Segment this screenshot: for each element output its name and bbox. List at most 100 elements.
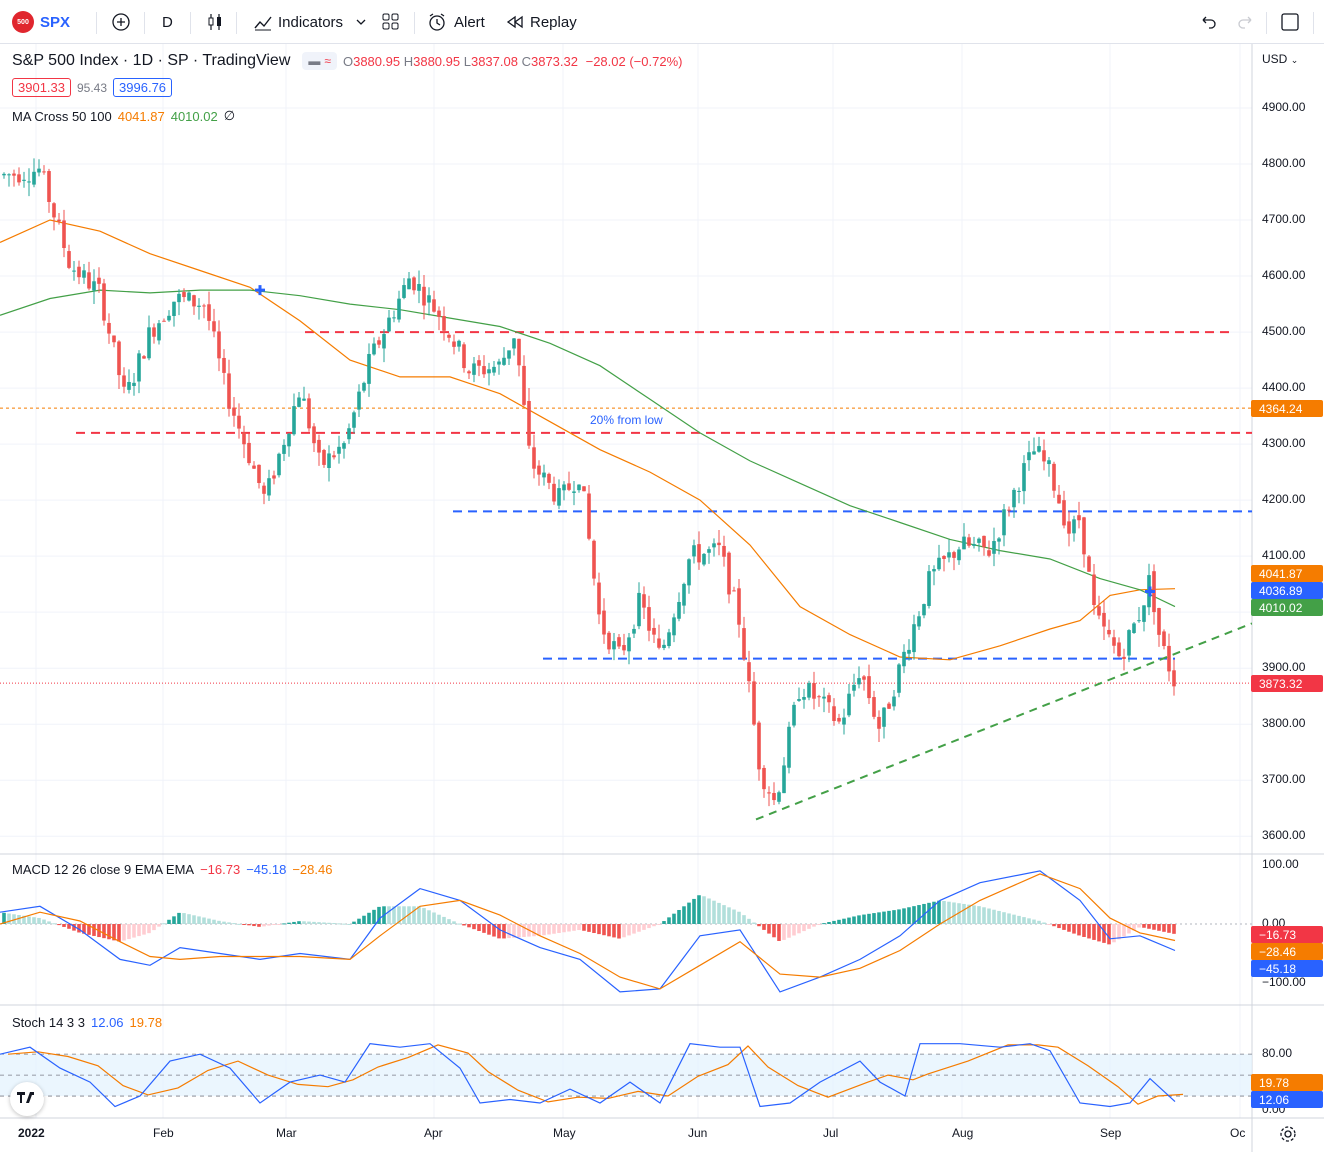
candle-body <box>987 550 991 556</box>
macd-histogram-bar <box>212 919 216 924</box>
symbol-search[interactable]: 500 SPX <box>12 8 70 36</box>
macd-histogram-bar <box>877 912 881 924</box>
macd-histogram-bar <box>542 924 546 936</box>
macd-histogram-bar <box>622 924 626 938</box>
price-chart[interactable]: 20% from low <box>0 44 1324 1152</box>
macd-histogram-bar <box>297 921 301 924</box>
candle-body <box>662 644 666 649</box>
undo-button[interactable] <box>1198 8 1218 36</box>
candle-body <box>272 475 276 479</box>
compare-button[interactable] <box>110 8 132 36</box>
macd-histogram-bar <box>592 924 596 933</box>
candle-body <box>842 717 846 725</box>
macd-histogram-bar <box>267 924 271 926</box>
candle-body <box>2 173 6 176</box>
macd-histogram-bar <box>977 906 981 924</box>
candle-body <box>487 369 491 374</box>
horizontal-lines[interactable] <box>0 331 1252 684</box>
candle-body <box>442 316 446 331</box>
macd-histogram-bar <box>1092 924 1096 940</box>
candle-body <box>492 366 496 373</box>
macd-histogram-bar <box>417 906 421 924</box>
macd-histogram-bar <box>72 924 76 931</box>
eye-icon[interactable]: ▬ <box>308 54 321 68</box>
macd-histogram-bar <box>392 906 396 924</box>
currency-selector[interactable]: USD ⌄ <box>1262 52 1299 66</box>
ask-price[interactable]: 3996.76 <box>113 78 173 97</box>
legend-controls[interactable]: ▬ ≈ <box>302 52 337 70</box>
candle-body <box>607 632 611 650</box>
candle-body <box>507 350 511 359</box>
alert-button[interactable]: Alert <box>426 8 485 36</box>
macd-histogram-bar <box>112 924 116 941</box>
fullscreen-button[interactable] <box>1280 8 1300 36</box>
symbol-description[interactable]: S&P 500 Index · 1D · SP · TradingView <box>12 52 291 69</box>
candle-body <box>867 676 871 699</box>
macd-histogram-bar <box>52 923 56 925</box>
candle-body <box>727 552 731 595</box>
ma-cross-legend[interactable]: MA Cross 50 100 4041.87 4010.02 ∅ <box>12 108 235 124</box>
candle-body <box>917 616 921 627</box>
candle-body <box>242 432 246 445</box>
trendline[interactable] <box>755 622 1252 821</box>
time-label: Sep <box>1100 1126 1122 1140</box>
wave-icon[interactable]: ≈ <box>324 54 331 68</box>
candle-body <box>847 693 851 716</box>
candle-body <box>522 365 526 405</box>
macd-histogram-bar <box>1152 924 1156 930</box>
macd-histogram-bar <box>747 918 751 924</box>
bid-price[interactable]: 3901.33 <box>12 78 71 97</box>
settings-button[interactable] <box>1278 1124 1298 1149</box>
tradingview-logo[interactable] <box>10 1082 44 1116</box>
candle-body <box>262 485 266 494</box>
chart-area[interactable]: 20% from low S&P 500 Index · 1D · SP · T… <box>0 44 1324 1152</box>
macd-histogram-bar <box>182 913 186 924</box>
candle-body <box>777 792 781 802</box>
price-tick-label: 4700.00 <box>1262 212 1306 227</box>
macd-histogram-bar <box>422 908 426 924</box>
layout-button[interactable] <box>380 8 402 36</box>
macd-histogram-bar <box>142 924 146 935</box>
macd-histogram-bar <box>577 924 581 931</box>
candle-body <box>682 583 686 606</box>
chart-type-button[interactable] <box>204 8 226 36</box>
macd-histogram-bar <box>67 924 71 929</box>
macd-pane[interactable] <box>0 870 1252 993</box>
macd-signal-line <box>0 873 1176 990</box>
candle-body <box>542 472 546 478</box>
candle-body <box>27 181 31 183</box>
candle-body <box>392 317 396 319</box>
candle-body <box>872 697 876 717</box>
candle-body <box>1052 463 1056 491</box>
candle-body <box>937 557 941 570</box>
interval-button[interactable]: D <box>162 13 173 31</box>
candle-body <box>1072 519 1076 534</box>
replay-button[interactable]: Replay <box>506 8 577 36</box>
macd-legend[interactable]: MACD 12 26 close 9 EMA EMA −16.73 −45.18… <box>12 862 332 877</box>
indicators-templates-dropdown[interactable] <box>354 8 368 36</box>
indicators-button[interactable]: Indicators <box>252 8 343 36</box>
fib-annotation[interactable]: 20% from low <box>590 413 663 427</box>
candle-body <box>1102 612 1106 627</box>
hidden-icon[interactable]: ∅ <box>223 108 236 123</box>
macd-histogram-bar <box>237 923 241 925</box>
candle-body <box>797 699 801 701</box>
macd-tick-label: −100.00 <box>1262 975 1306 989</box>
candle-body <box>182 292 186 298</box>
redo-button[interactable] <box>1236 8 1256 36</box>
macd-histogram-bar <box>667 917 671 924</box>
macd-histogram-bar <box>702 896 706 924</box>
macd-histogram-bar <box>442 916 446 924</box>
macd-histogram-bar <box>957 903 961 924</box>
macd-histogram-bar <box>217 920 221 924</box>
candle-body <box>997 538 1001 542</box>
stoch-pane[interactable] <box>0 1043 1252 1108</box>
candle-body <box>92 281 96 291</box>
macd-histogram-bar <box>347 923 351 925</box>
chevron-down-icon <box>356 19 366 25</box>
macd-histogram-bar <box>1117 924 1121 940</box>
candle-body <box>1137 620 1141 622</box>
macd-histogram-bar <box>1127 924 1131 934</box>
plus-circle-icon <box>112 13 130 31</box>
stoch-legend[interactable]: Stoch 14 3 3 12.06 19.78 <box>12 1015 162 1030</box>
